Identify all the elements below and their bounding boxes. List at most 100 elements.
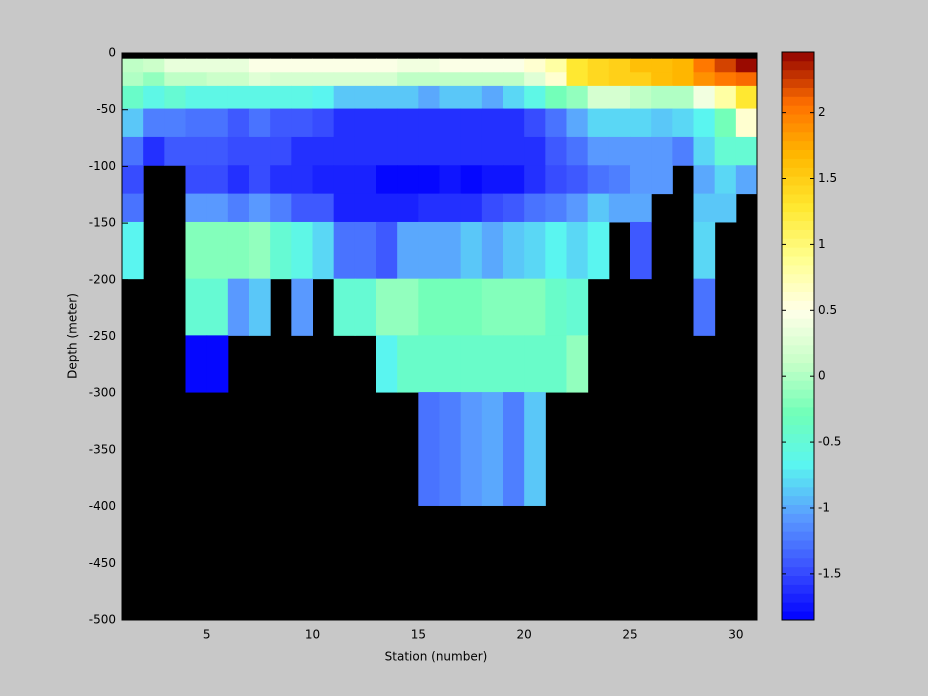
heatmap-cell	[418, 85, 440, 110]
heatmap-cell	[503, 72, 525, 87]
heatmap-cell	[608, 136, 631, 166]
colorbar-band	[782, 540, 814, 550]
heatmap-cell	[503, 136, 525, 166]
colorbar-band	[782, 256, 814, 266]
colorbar-band	[782, 176, 814, 186]
heatmap-cell	[354, 278, 377, 336]
heatmap-cell	[143, 85, 165, 110]
heatmap-cell	[693, 85, 716, 110]
heatmap-cell	[164, 85, 186, 110]
heatmap-cell	[460, 392, 483, 506]
heatmap-cell	[291, 221, 313, 280]
colorbar-band	[782, 202, 814, 213]
heatmap-cell	[418, 58, 440, 73]
heatmap-cell	[397, 335, 419, 393]
heatmap-cell	[164, 136, 186, 166]
heatmap-cell	[354, 136, 377, 166]
heatmap-cell	[503, 335, 525, 393]
heatmap-cell	[545, 58, 567, 73]
heatmap-cell	[630, 136, 652, 166]
x-tick-label: 5	[203, 628, 211, 642]
heatmap-cell	[376, 58, 398, 73]
heatmap-cell	[418, 392, 440, 506]
heatmap-cell	[651, 165, 673, 195]
heatmap-cell	[122, 165, 144, 195]
heatmap-cell	[376, 278, 398, 336]
colorbar-band	[782, 380, 814, 390]
heatmap-cell	[333, 108, 356, 138]
heatmap-cell	[460, 58, 483, 73]
heatmap-cell	[524, 58, 546, 73]
heatmap-cell	[312, 221, 335, 280]
heatmap-cell	[481, 165, 504, 195]
heatmap-cell	[291, 278, 313, 336]
heatmap-cell	[227, 221, 250, 280]
heatmap-cell	[333, 58, 356, 73]
heatmap-cell	[566, 85, 589, 110]
heatmap-cell	[566, 193, 589, 223]
x-tick-label: 30	[728, 628, 743, 642]
heatmap-cell	[693, 58, 716, 73]
colorbar-band	[782, 273, 814, 284]
heatmap-cell	[312, 108, 335, 138]
heatmap-cell	[630, 165, 652, 195]
heatmap-cell	[566, 108, 589, 138]
heatmap-cell	[714, 193, 737, 223]
colorbar-band	[782, 415, 814, 426]
x-tick-label: 15	[411, 628, 426, 642]
colorbar-band	[782, 353, 814, 364]
heatmap-cell	[376, 221, 398, 280]
heatmap-cell	[122, 85, 144, 110]
heatmap-cell	[630, 85, 652, 110]
heatmap-cell	[312, 85, 335, 110]
colorbar-band	[782, 123, 814, 133]
heatmap-cell	[460, 85, 483, 110]
heatmap-cell	[714, 136, 737, 166]
colorbar-band	[782, 407, 814, 417]
heatmap-cell	[608, 165, 631, 195]
heatmap-cell	[376, 335, 398, 393]
heatmap-cell	[524, 85, 546, 110]
heatmap-cell	[376, 193, 398, 223]
heatmap-cell	[227, 165, 250, 195]
heatmap-cell	[206, 335, 229, 393]
colorbar-band	[782, 584, 814, 594]
y-tick-label: -400	[89, 499, 116, 513]
colorbar-tick-label: -1	[818, 500, 830, 514]
heatmap-cell	[185, 85, 208, 110]
colorbar-band	[782, 424, 814, 435]
heatmap-cell	[164, 58, 186, 73]
y-tick-label: -500	[89, 613, 116, 627]
heatmap-cell	[397, 58, 419, 73]
heatmap-cell	[206, 221, 229, 280]
colorbar-band	[782, 87, 814, 97]
heatmap-cell	[333, 85, 356, 110]
heatmap-cell	[460, 335, 483, 393]
heatmap-cell	[524, 72, 546, 87]
heatmap-cell	[376, 165, 398, 195]
heatmap-cell	[418, 221, 440, 280]
heatmap-cell	[143, 108, 165, 138]
colorbar-band	[782, 318, 814, 328]
heatmap-cell	[418, 165, 440, 195]
heatmap-cell	[672, 72, 694, 87]
heatmap-cell	[249, 108, 271, 138]
heatmap-cell	[566, 72, 589, 87]
heatmap-cell	[397, 221, 419, 280]
colorbar-band	[782, 291, 814, 301]
heatmap-cell	[481, 136, 504, 166]
colorbar-band	[782, 602, 814, 612]
heatmap-cell	[545, 193, 567, 223]
heatmap-cell	[693, 278, 716, 336]
heatmap-cell	[439, 392, 462, 506]
heatmap-cell	[270, 165, 292, 195]
heatmap-cell	[185, 108, 208, 138]
heatmap-cell	[354, 72, 377, 87]
colorbar-band	[782, 300, 814, 310]
heatmap-cell	[608, 85, 631, 110]
colorbar-band	[782, 247, 814, 257]
heatmap-cell	[693, 165, 716, 195]
heatmap-cell	[735, 72, 758, 87]
heatmap-cell	[503, 108, 525, 138]
heatmap-cell	[206, 278, 229, 336]
